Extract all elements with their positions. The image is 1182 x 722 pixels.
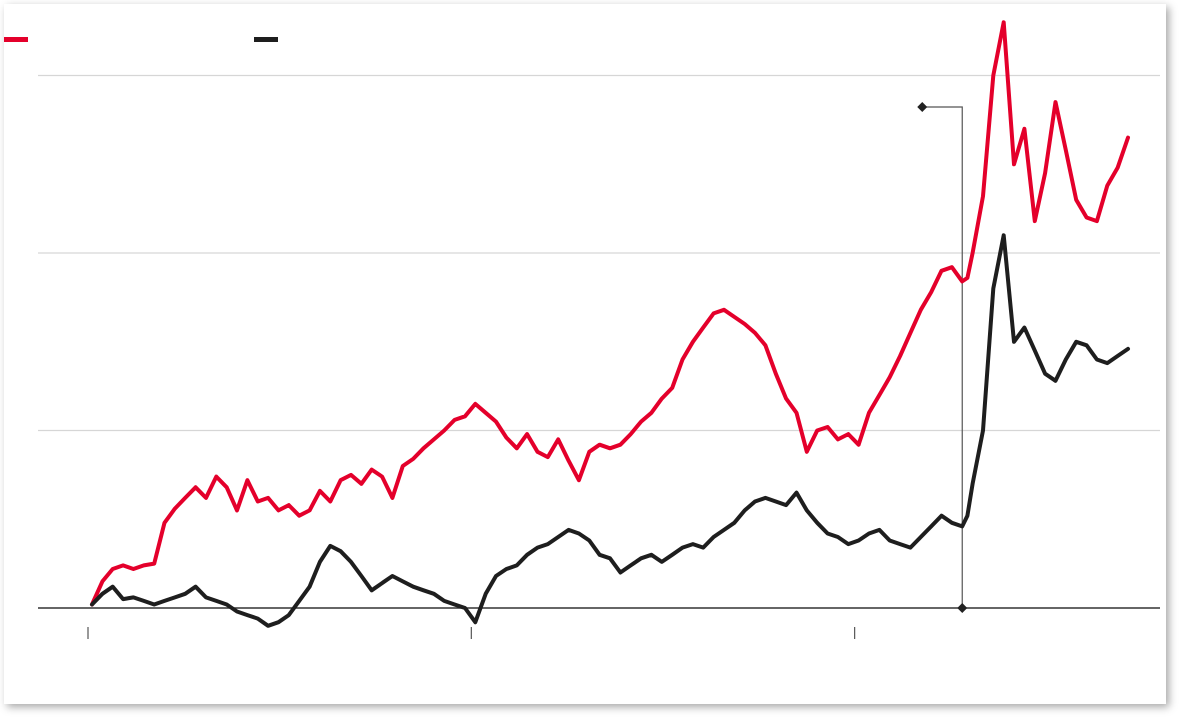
gridlines bbox=[38, 74, 1160, 432]
legend-swatch-series-1 bbox=[4, 37, 28, 42]
marker-diamond-top bbox=[917, 102, 928, 112]
line-chart bbox=[38, 20, 1160, 639]
x-axis-ticks bbox=[87, 627, 856, 639]
series-lines bbox=[90, 20, 1130, 628]
series-line-2 bbox=[90, 233, 1130, 628]
event-marker bbox=[917, 102, 968, 613]
legend-swatch-series-2 bbox=[254, 37, 278, 42]
marker-diamond-bottom bbox=[957, 603, 968, 613]
series-line-1 bbox=[90, 20, 1130, 607]
chart-frame bbox=[4, 4, 1166, 704]
marker-leader-line bbox=[922, 106, 963, 608]
